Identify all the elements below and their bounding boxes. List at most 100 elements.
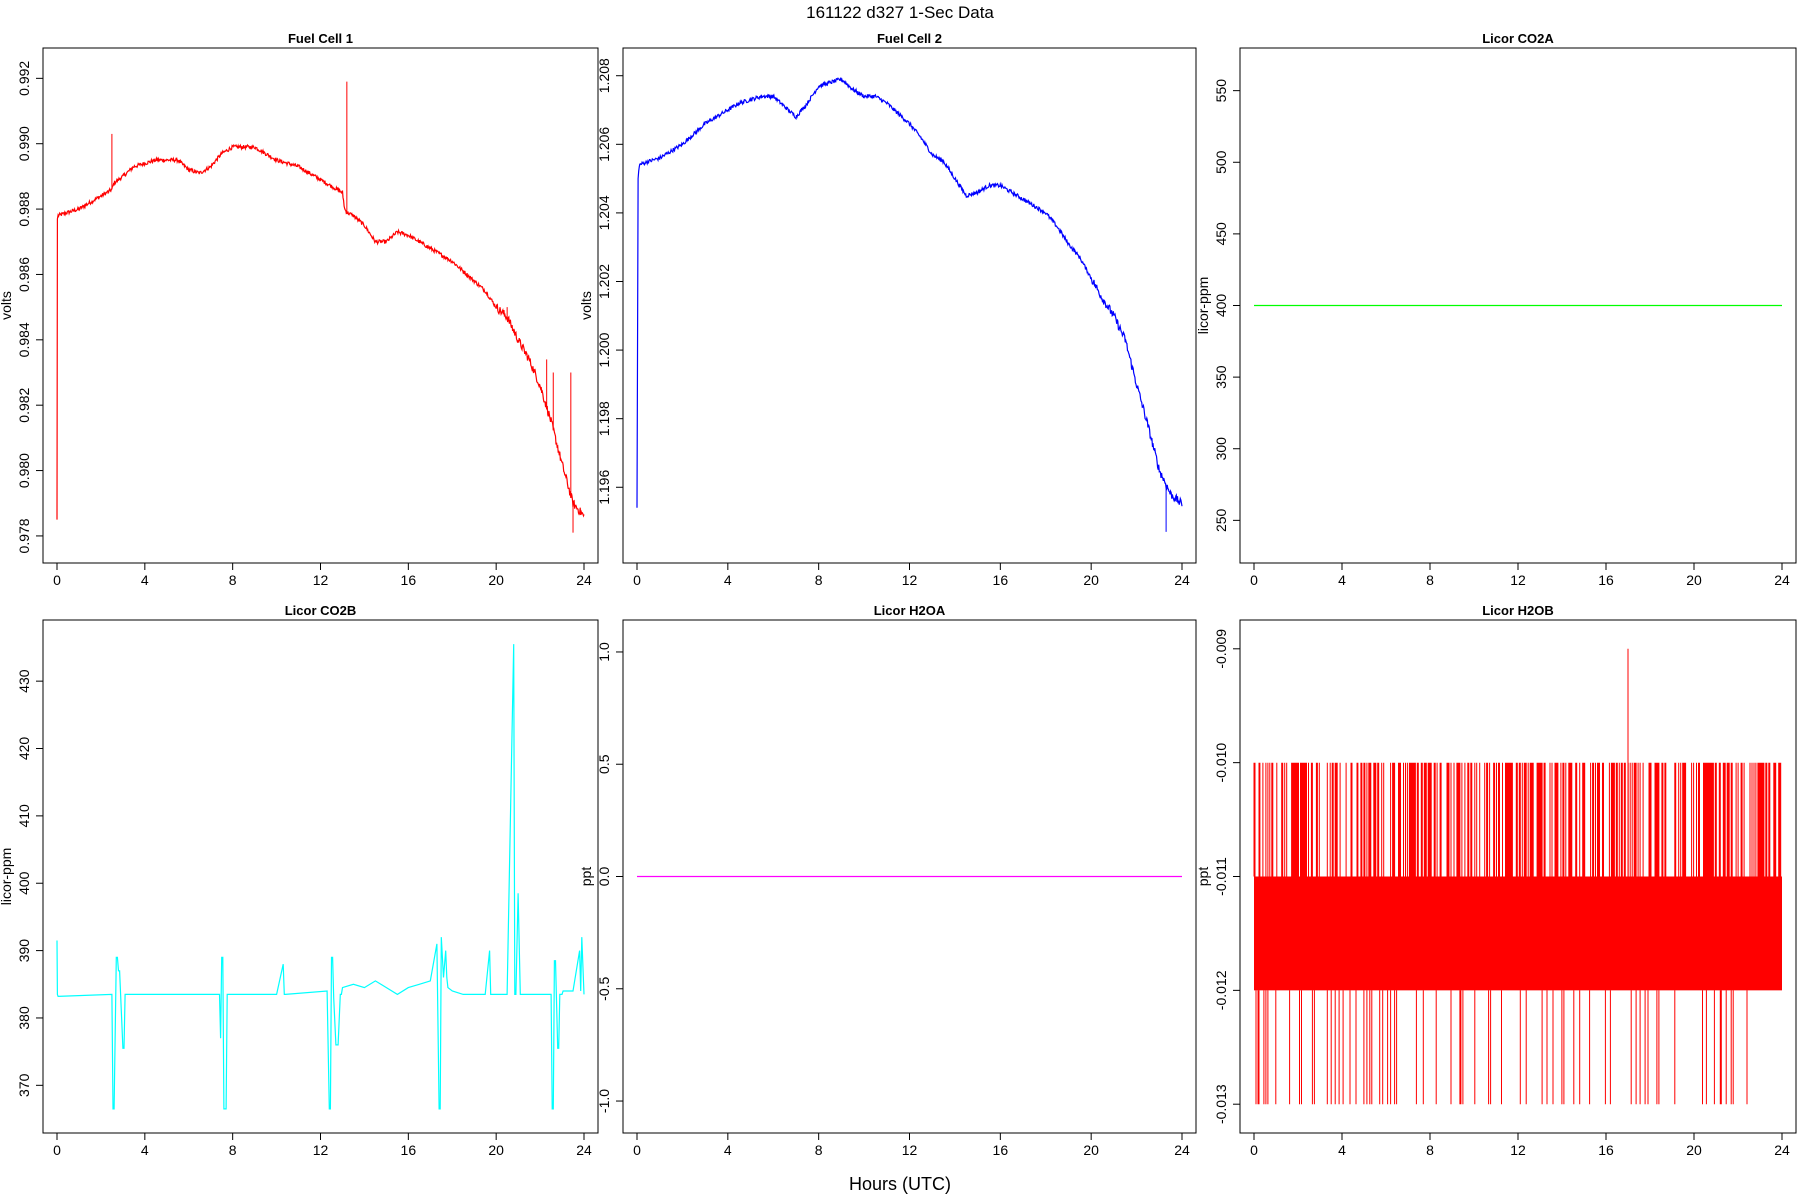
y-tick-label: 1.200 (596, 332, 612, 367)
x-tick-label: 12 (1510, 572, 1526, 588)
x-tick-label: 0 (633, 1142, 641, 1158)
x-tick-label: 0 (1250, 1142, 1258, 1158)
y-tick-label: 550 (1213, 79, 1229, 103)
y-tick-label: -0.009 (1213, 629, 1229, 669)
panels: Fuel Cell 1 volts 0 4 8 12 16 20 24 0.978 0.980 0.9… (0, 31, 1797, 1158)
x-tick-label: 8 (815, 572, 823, 588)
y-tick-label: -1.0 (596, 1089, 612, 1113)
x-tick-label: 20 (1686, 1142, 1702, 1158)
y-tick-label: 0.988 (16, 191, 32, 226)
plot-frame (42, 47, 599, 564)
series-group (56, 81, 585, 533)
x-tick-label: 4 (141, 572, 149, 588)
y-tick-label: 1.204 (596, 195, 612, 230)
x-tick-label: 0 (53, 572, 61, 588)
x-tick-label: 20 (1083, 572, 1099, 588)
band-excursions-up (1253, 762, 1782, 877)
y-tick-label: -0.013 (1213, 1084, 1229, 1124)
x-tick-label: 20 (1083, 1142, 1099, 1158)
panel-title: Licor CO2A (1482, 31, 1554, 46)
y-axis-label: volts (0, 291, 14, 320)
y-tick-label: 1.208 (596, 58, 612, 93)
x-tick-label: 16 (401, 572, 417, 588)
x-tick-label: 0 (53, 1142, 61, 1158)
figure-title: 161122 d327 1-Sec Data (806, 3, 994, 22)
panel-title: Licor CO2B (285, 603, 357, 618)
panel-licor-h2ob: Licor H2OB ppt 0 4 8 12 16 20 24 -0.013 -0.012 -0.0… (1195, 603, 1797, 1158)
x-tick-label: 12 (902, 1142, 918, 1158)
y-tick-label: 380 (16, 1006, 32, 1030)
y-tick-label: -0.011 (1213, 857, 1229, 896)
y-tick-label: 1.206 (596, 127, 612, 162)
y-tick-label: 430 (16, 669, 32, 693)
series-group (56, 644, 585, 1110)
x-tick-label: 4 (1338, 1142, 1346, 1158)
x-tick-label: 8 (1426, 1142, 1434, 1158)
panel-title: Licor H2OA (874, 603, 946, 618)
series-group (636, 77, 1183, 532)
y-axis-label: volts (578, 291, 594, 320)
x-tick-label: 0 (633, 572, 641, 588)
y-tick-label: 0.980 (16, 453, 32, 488)
x-tick-label: 12 (313, 1142, 329, 1158)
y-tick-label: 300 (1213, 437, 1229, 461)
x-tick-label: 4 (724, 1142, 732, 1158)
y-tick-label: 1.202 (596, 264, 612, 299)
x-tick-label: 16 (993, 1142, 1009, 1158)
x-tick-label: 4 (141, 1142, 149, 1158)
y-tick-label: 250 (1213, 508, 1229, 532)
x-tick-label: 8 (229, 1142, 237, 1158)
x-tick-label: 20 (488, 572, 504, 588)
x-tick-label: 24 (1774, 1142, 1790, 1158)
x-tick-label: 20 (488, 1142, 504, 1158)
x-tick-label: 8 (1426, 572, 1434, 588)
x-tick-label: 8 (229, 572, 237, 588)
y-axis-label: ppt (1195, 867, 1211, 887)
panel-fuel-cell-2: Fuel Cell 2 volts 0 4 8 12 16 20 24 1.196 1.198 1.2… (578, 31, 1197, 588)
x-tick-label: 4 (724, 572, 732, 588)
y-axis-label: licor-ppm (0, 848, 14, 906)
panel-title: Fuel Cell 1 (288, 31, 353, 46)
y-tick-label: 0.986 (16, 257, 32, 292)
x-tick-label: 16 (401, 1142, 417, 1158)
x-tick-label: 24 (576, 1142, 592, 1158)
series-line (56, 143, 585, 520)
x-tick-label: 16 (1598, 572, 1614, 588)
x-tick-label: 8 (815, 1142, 823, 1158)
x-tick-label: 4 (1338, 572, 1346, 588)
y-tick-label: 1.196 (596, 470, 612, 505)
y-tick-label: 350 (1213, 365, 1229, 389)
x-tick-label: 24 (1174, 572, 1190, 588)
y-tick-label: 1.198 (596, 401, 612, 436)
y-tick-label: 370 (16, 1073, 32, 1097)
series-group (1253, 648, 1782, 1105)
y-tick-label: 390 (16, 939, 32, 963)
series-line (56, 644, 585, 1110)
panel-licor-h2oa: Licor H2OA ppt 0 4 8 12 16 20 24 -1.0 -0.5 0.0 0.5 1.… (578, 603, 1197, 1158)
panel-licor-co2a: Licor CO2A licor-ppm 0 4 8 12 16 20 24 250 300 350 4… (1195, 31, 1797, 588)
y-tick-label: 0.984 (16, 322, 32, 357)
y-tick-label: 450 (1213, 222, 1229, 246)
x-tick-label: 12 (1510, 1142, 1526, 1158)
y-tick-label: 500 (1213, 150, 1229, 174)
y-tick-label: -0.012 (1213, 970, 1229, 1010)
y-tick-label: 0.990 (16, 126, 32, 161)
y-tick-label: 0.5 (596, 754, 612, 774)
x-tick-label: 16 (1598, 1142, 1614, 1158)
y-tick-label: 400 (1213, 294, 1229, 318)
y-axis-label: licor-ppm (1195, 277, 1211, 335)
x-tick-label: 24 (1174, 1142, 1190, 1158)
y-tick-label: 0.0 (596, 867, 612, 887)
x-tick-label: 24 (576, 572, 592, 588)
y-tick-label: 0.992 (16, 61, 32, 96)
series-line (636, 77, 1183, 508)
x-tick-label: 12 (902, 572, 918, 588)
x-tick-label: 24 (1774, 572, 1790, 588)
y-tick-label: -0.5 (596, 976, 612, 1000)
panel-title: Fuel Cell 2 (877, 31, 942, 46)
y-tick-label: 420 (16, 737, 32, 761)
panel-fuel-cell-1: Fuel Cell 1 volts 0 4 8 12 16 20 24 0.978 0.980 0.9… (0, 31, 599, 588)
y-tick-label: 0.982 (16, 387, 32, 422)
x-tick-label: 0 (1250, 572, 1258, 588)
